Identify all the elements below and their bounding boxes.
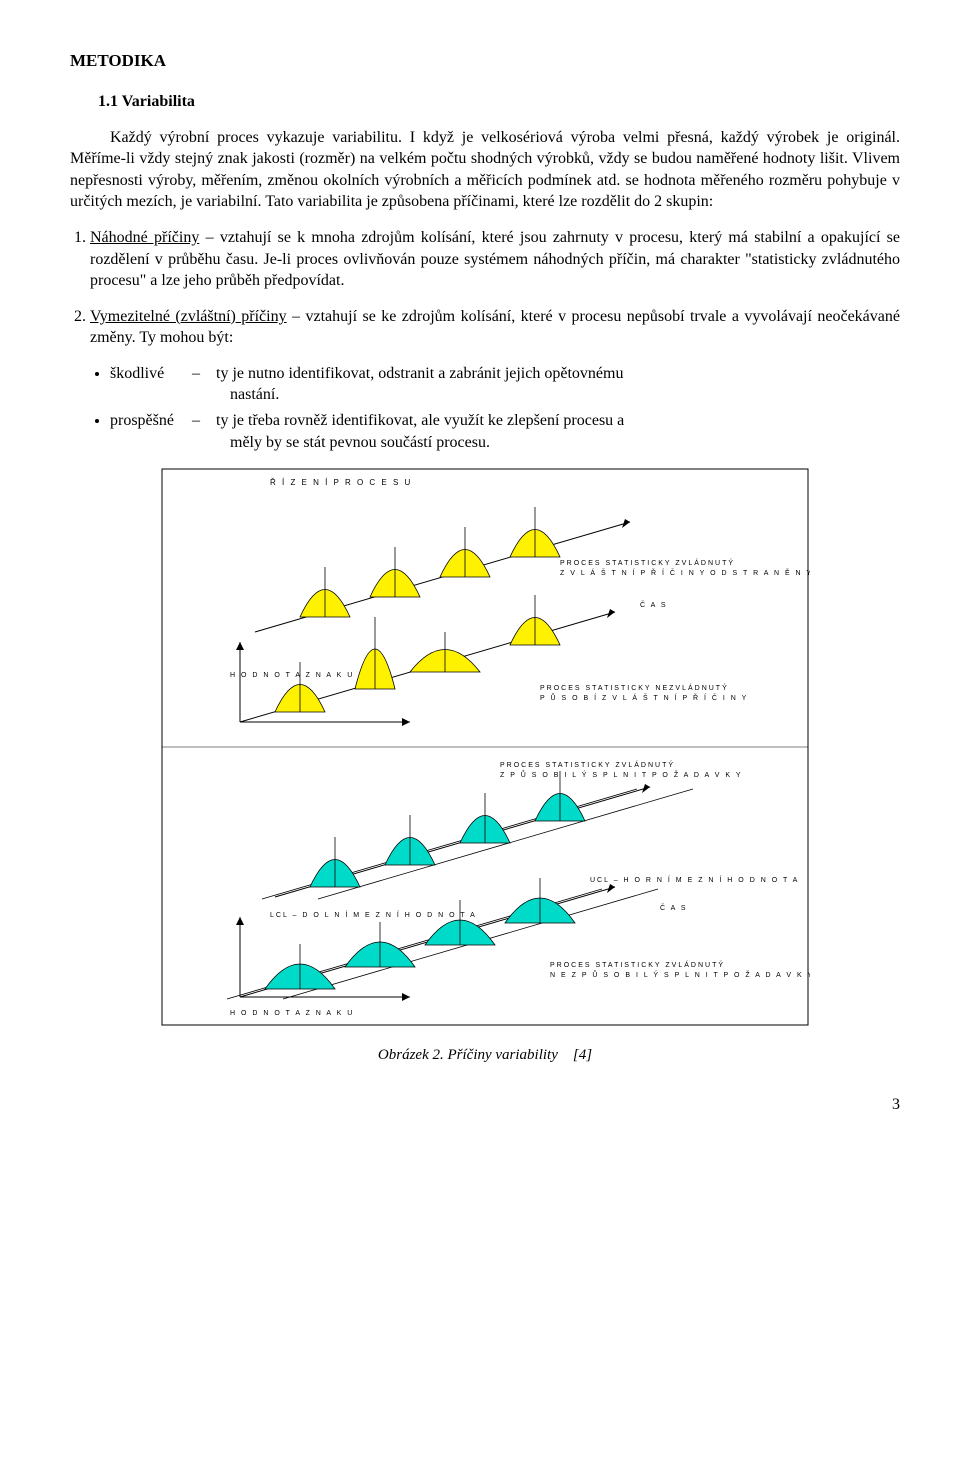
bullet-harmful-text2: nastání. bbox=[230, 384, 900, 406]
cause-item-2: Vymezitelné (zvláštní) příčiny – vztahuj… bbox=[90, 306, 900, 349]
cause1-label: Náhodné příčiny bbox=[90, 229, 199, 246]
page-number: 3 bbox=[70, 1094, 900, 1116]
figure-container: Ř Í Z E N Í P R O C E S U PROCES STATIST… bbox=[70, 467, 900, 1027]
label-ucl: UCL – H O R N Í M E Z N Í H O D N O T A bbox=[590, 875, 799, 884]
label-cas-2: Č A S bbox=[660, 903, 688, 912]
label-hodnota-2: H O D N O T A Z N A K U bbox=[230, 1010, 354, 1017]
cause-item-1: Náhodné příčiny – vztahují se k mnoha zd… bbox=[90, 227, 900, 292]
bullet-beneficial-text2: měly by se stát pevnou součástí procesu. bbox=[230, 432, 900, 454]
label-lcl: LCL – D O L N Í M E Z N Í H O D N O T A bbox=[270, 910, 477, 919]
bullet-beneficial-term: prospěšné bbox=[110, 410, 188, 432]
subsection-title: 1.1 Variabilita bbox=[98, 91, 900, 113]
label-odstraneny: Z V L Á Š T N Í P Ř Í Č I N Y O D S T R … bbox=[560, 568, 810, 577]
subsection-number: 1.1 bbox=[98, 93, 118, 110]
cause1-text: – vztahují se k mnoha zdrojům kolísání, … bbox=[90, 229, 900, 289]
cause2-label: Vymezitelné (zvláštní) příčiny bbox=[90, 308, 287, 325]
label-zpusobily-top: PROCES STATISTICKY ZVLÁDNUTÝ bbox=[500, 760, 675, 769]
paragraph-intro: Každý výrobní proces vykazuje variabilit… bbox=[70, 127, 900, 213]
section-title: METODIKA bbox=[70, 50, 900, 73]
cyan-notcapable-row bbox=[227, 878, 658, 999]
label-nezvladnuty: PROCES STATISTICKY NEZVLÁDNUTÝ bbox=[540, 683, 729, 692]
subsection-name: Variabilita bbox=[122, 93, 195, 110]
label-cas-1: Č A S bbox=[640, 600, 668, 609]
label-zvladnuty: PROCES STATISTICKY ZVLÁDNUTÝ bbox=[560, 558, 735, 567]
label-zpusobily-bot: Z P Ů S O B I L Ý S P L N I T P O Ž A D … bbox=[500, 770, 743, 779]
label-nezpusobily-top: PROCES STATISTICKY ZVLÁDNUTÝ bbox=[550, 960, 725, 969]
causes-list: Náhodné příčiny – vztahují se k mnoha zd… bbox=[70, 227, 900, 349]
bullet-beneficial-text1: – ty je třeba rovněž identifikovat, ale … bbox=[192, 410, 624, 432]
bullet-harmful-text1: – ty je nutno identifikovat, odstranit a… bbox=[192, 363, 623, 385]
label-nezpusobily-bot: N E Z P Ů S O B I L Ý S P L N I T P O Ž … bbox=[550, 970, 810, 979]
label-hodnota-1: H O D N O T A Z N A K U bbox=[230, 672, 354, 679]
label-pusobi: P Ů S O B Í Z V L Á Š T N Í P Ř Í Č I N … bbox=[540, 693, 748, 702]
diag-top-title: Ř Í Z E N Í P R O C E S U bbox=[270, 478, 412, 487]
variability-diagram: Ř Í Z E N Í P R O C E S U PROCES STATIST… bbox=[160, 467, 810, 1027]
bullet-harmful-term: škodlivé bbox=[110, 363, 188, 385]
yellow-uncontrolled-row bbox=[240, 595, 615, 722]
figure-caption: Obrázek 2. Příčiny variability [4] bbox=[70, 1045, 900, 1065]
bullet-beneficial: prospěšné – ty je třeba rovněž identifik… bbox=[110, 410, 900, 453]
sub-bullets: škodlivé – ty je nutno identifikovat, od… bbox=[92, 363, 900, 453]
bullet-harmful: škodlivé – ty je nutno identifikovat, od… bbox=[110, 363, 900, 406]
